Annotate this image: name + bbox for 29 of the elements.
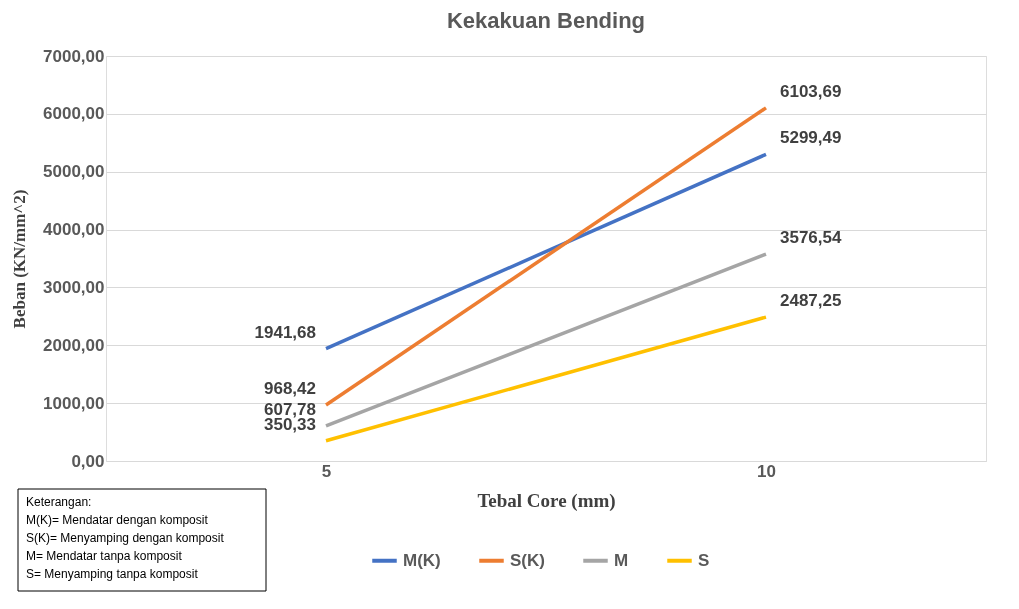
text: M= Mendatar tanpa komposit — [26, 549, 183, 563]
y-tick-label: 6000,00 — [43, 104, 105, 124]
legend-label: S(K) — [510, 550, 545, 570]
data-label: 3576,54 — [780, 228, 842, 248]
x-tick-label: 5 — [321, 461, 332, 481]
data-label: 5299,49 — [780, 128, 842, 148]
legend-label: M — [614, 550, 629, 570]
y-tick-label: 2000,00 — [43, 335, 105, 355]
data-label: 1941,68 — [254, 322, 316, 342]
text: Keterangan: — [26, 495, 92, 509]
y-tick-label: 3000,00 — [43, 277, 105, 297]
y-tick-label: 7000,00 — [43, 46, 105, 66]
data-label: 968,42 — [264, 378, 316, 398]
data-label: 6103,69 — [780, 81, 842, 101]
text: S= Menyamping tanpa komposit — [26, 567, 199, 581]
text: S(K)= Menyamping dengan komposit — [26, 531, 225, 545]
y-axis-title: Beban (KN/mm^2) — [10, 189, 30, 329]
data-label: 2487,25 — [780, 291, 842, 311]
legend-label: S — [698, 550, 710, 570]
x-tick-label: 10 — [757, 461, 776, 481]
y-tick-label: 4000,00 — [43, 220, 105, 240]
legend-label: M(K) — [403, 550, 441, 570]
y-tick-label: 5000,00 — [43, 162, 105, 182]
y-tick-label: 0,00 — [71, 451, 105, 471]
x-axis-title: Tebal Core (mm) — [477, 489, 616, 512]
data-label: 607,78 — [264, 399, 316, 419]
text: M(K)= Mendatar dengan komposit — [26, 513, 209, 527]
y-tick-label: 1000,00 — [43, 393, 105, 413]
chart-title: Kekakuan Bending — [446, 8, 646, 33]
